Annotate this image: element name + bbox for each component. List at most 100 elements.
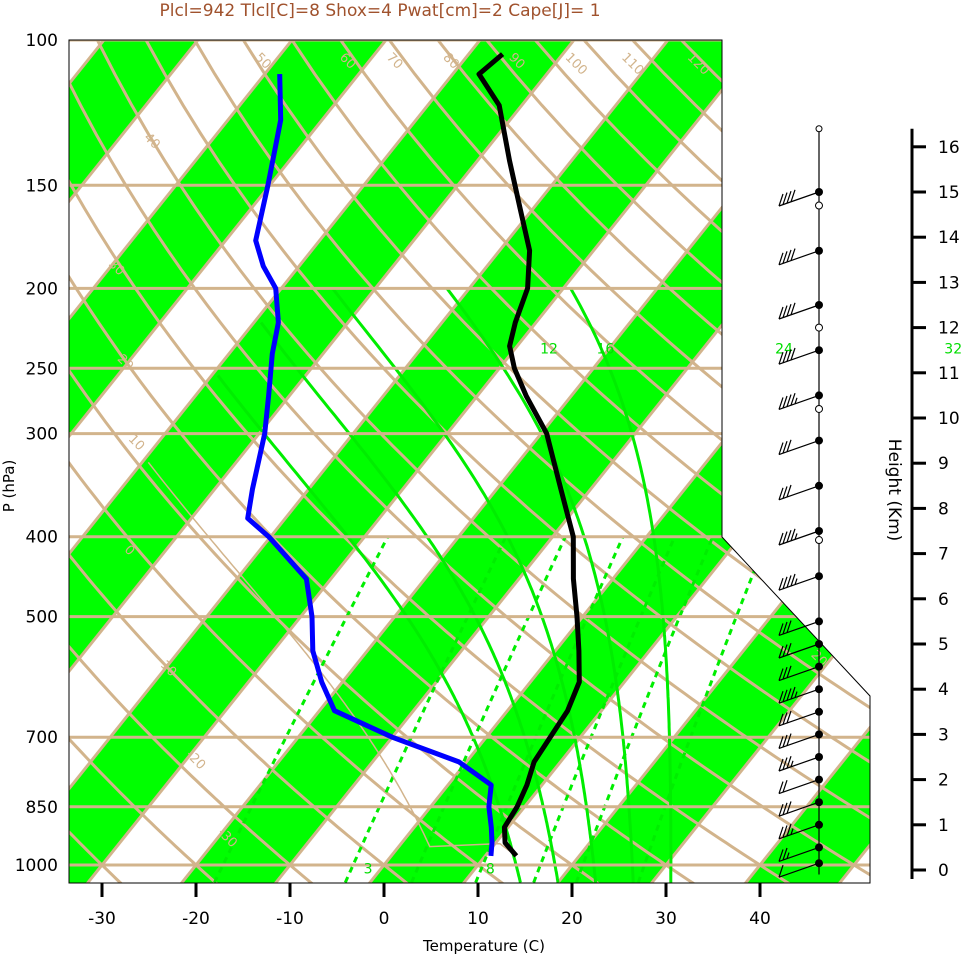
dry-adiabat (69, 40, 870, 883)
wind-open-marker (815, 323, 823, 332)
temperature-line (476, 52, 582, 858)
wind-barb-shaft (778, 862, 820, 878)
mixing-ratio-label: 16 (596, 342, 614, 358)
wind-barb-feather (782, 350, 788, 363)
dry-adiabat (0, 0, 41, 899)
temperature-band (921, 0, 961, 899)
wind-barb-feather (786, 688, 792, 701)
wind-barb-feather (782, 667, 788, 680)
wind-barb-feather (782, 251, 788, 264)
dry-adiabat (69, 40, 815, 883)
wind-barb-feather (786, 710, 792, 724)
wind-barb-feather (778, 713, 784, 726)
height-tick-label: 12 (938, 319, 960, 339)
wind-barb-shaft (778, 250, 820, 266)
wind-barb-feather (786, 191, 792, 204)
dry-adiabat (274, 40, 870, 883)
isotherm-label: 130 (740, 50, 768, 78)
dewpoint-trace (245, 74, 495, 857)
x-tick-label: 0 (379, 909, 390, 929)
x-tick-label: -10 (276, 909, 304, 929)
wind-top-marker (815, 125, 823, 133)
y-tick-label: 150 (26, 176, 58, 196)
dry-adiabat (69, 40, 332, 883)
temperature-band (69, 40, 721, 883)
mixing-ratio-line (532, 536, 677, 883)
wind-barb-feather (778, 736, 784, 749)
wind-barb-shaft (778, 846, 820, 862)
height-tick-label: 8 (938, 499, 949, 519)
y-tick-label: 500 (26, 608, 58, 628)
x-tick-label: 20 (561, 909, 583, 929)
dry-adiabat (69, 40, 139, 883)
isotherm (637, 40, 870, 883)
dry-adiabat (69, 40, 622, 883)
y-tick-label: 250 (26, 359, 58, 379)
wind-barb-shaft (778, 530, 820, 546)
wind-barb-feather (778, 758, 784, 772)
x-tick-label: 10 (467, 909, 489, 929)
wind-barb-shaft (778, 191, 820, 207)
wind-barb-feather (786, 304, 792, 317)
wind-barb-feather (778, 668, 784, 681)
dewpoint-line (245, 74, 495, 857)
isotherm (73, 40, 870, 883)
height-tick-label: 10 (938, 409, 960, 429)
wind-barb-feather (786, 349, 792, 362)
moist-adiabat (259, 321, 560, 883)
wind-barb-feather (782, 395, 788, 409)
y-tick-label: 1000 (15, 856, 58, 876)
mixing-ratio-line (410, 536, 567, 883)
x-tick-label: -20 (182, 909, 210, 929)
mixing-ratio-label: 32 (944, 342, 961, 358)
wind-barb-feather (778, 532, 784, 546)
wind-barb-shaft (778, 643, 820, 659)
wind-barb-half (794, 691, 798, 698)
x-axis-label: Temperature (C) (422, 937, 545, 955)
wind-open-marker (815, 536, 823, 545)
x-tick-label: 30 (655, 909, 677, 929)
height-tick-label: 5 (938, 635, 949, 655)
x-tick-label: -30 (88, 909, 116, 929)
height-tick-label: 15 (938, 183, 960, 203)
temperature-band (69, 40, 533, 883)
wind-barb-shaft (778, 711, 820, 727)
wind-barb-feather (782, 192, 788, 205)
wind-barb-feather (778, 487, 784, 500)
dry-adiabat (69, 40, 870, 883)
wind-barb-feather (790, 189, 796, 202)
moist-adiabats (216, 287, 673, 883)
isotherm (543, 40, 870, 883)
dry-adiabat (106, 40, 870, 883)
mixing-ratio-line (343, 536, 508, 883)
wind-barb-feather (782, 757, 788, 770)
wind-barb-feather (786, 575, 792, 588)
wind-barb-feather (778, 442, 784, 455)
isotherm-label: 160 (910, 50, 938, 78)
isotherm-label: 30 (842, 158, 864, 180)
mixing-ratio-line (474, 536, 625, 883)
chart-title: Plcl=942 Tlcl[C]=8 Shox=4 Pwat[cm]=2 Cap… (159, 1, 600, 21)
dry-adiabat (148, 40, 870, 883)
wind-barb-feather (782, 305, 788, 318)
wind-barb-feather (782, 644, 788, 657)
isotherm-label: 30 (899, 698, 921, 720)
temperature-band (69, 40, 870, 883)
isotherm (69, 40, 534, 883)
temperature-trace (476, 52, 582, 858)
temperature-bands (69, 0, 961, 899)
isotherm (921, 0, 961, 899)
temperature-band (732, 40, 870, 883)
dry-adiabat (69, 40, 236, 883)
height-axis-label: Height (Km) (884, 439, 904, 542)
mixing-ratio-line (574, 536, 715, 883)
wind-barb-column (778, 125, 823, 878)
wind-barb-feather (778, 306, 784, 320)
isotherm-label: 70 (383, 50, 405, 72)
wind-barb-feather (778, 578, 784, 591)
y-axis: 100 150 200 250 300 400 500 700 850 1000 (15, 31, 70, 883)
wind-barb-half (790, 760, 794, 767)
isotherm-label: 150 (853, 50, 881, 78)
y-tick-label: 200 (26, 279, 58, 299)
wind-barb-half (794, 397, 798, 404)
